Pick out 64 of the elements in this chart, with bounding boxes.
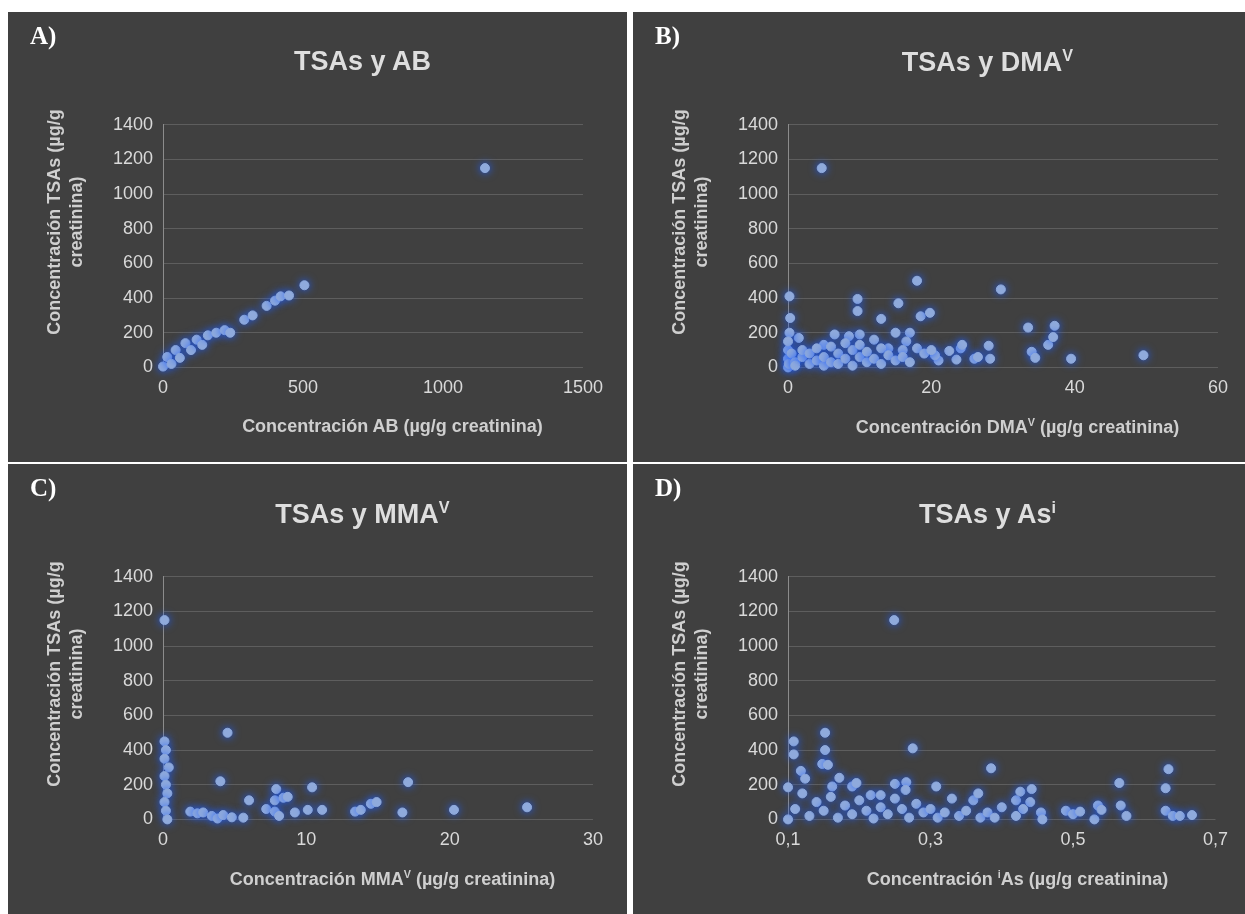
y-tick-label: 400 [748,287,779,308]
y-axis-title: Concentración TSAs (µg/g creatinina) [43,560,87,789]
y-tick-label: 1000 [738,635,779,656]
x-axis-title: Concentración $^{i}$As (µg/g creatinina) [865,868,1170,890]
y-tick-label: 600 [748,252,779,273]
y-tick-label: 200 [748,321,779,342]
x-tick-label: 0 [158,829,169,850]
y-tick-label: 1400 [113,113,154,134]
y-axis-title: Concentración TSAs (µg/g creatinina) [43,108,87,337]
x-tick-label: 1000 [422,377,464,398]
x-tick-label: 0 [783,377,794,398]
x-tick-label: 60 [1207,377,1228,398]
y-tick-label: 0 [143,808,154,829]
y-tick-label: 200 [123,321,154,342]
y-tick-label: 800 [748,217,779,238]
x-tick-label: 0,5 [1060,829,1086,850]
y-tick-label: 800 [748,669,779,690]
y-tick-label: 1200 [113,148,154,169]
x-tick-label: 1500 [562,377,603,398]
y-tick-label: 1400 [738,113,779,134]
y-tick-label: 1400 [113,565,154,586]
text: D) [655,474,682,502]
y-tick-label: 400 [123,287,154,308]
y-tick-label: 1000 [113,635,154,656]
y-tick-label: 0 [768,356,779,377]
x-tick-label: 0,1 [775,829,801,850]
x-tick-label: 30 [582,829,603,850]
x-tick-label: 0 [158,377,169,398]
y-tick-label: 400 [748,739,779,760]
x-tick-label: 20 [921,377,942,398]
chart-title: TSAs y MMA$^{V}$ [274,498,451,530]
y-tick-label: 1400 [738,565,779,586]
text: B) [655,22,680,50]
y-tick-label: 0 [768,808,779,829]
y-tick-label: 400 [123,739,154,760]
text: A) [30,22,57,50]
x-tick-label: 500 [288,377,319,398]
y-tick-label: 600 [748,704,779,725]
y-tick-label: 1200 [738,148,779,169]
x-axis-title: Concentración AB (µg/g creatinina) [241,416,544,437]
y-tick-label: 200 [748,773,779,794]
x-tick-label: 10 [296,829,317,850]
y-axis-title: Concentración TSAs (µg/g creatinina) [668,560,712,789]
text: C) [30,474,57,502]
y-tick-label: 0 [143,356,154,377]
y-tick-label: 1000 [738,183,779,204]
y-tick-label: 600 [123,252,154,273]
y-tick-label: 1200 [738,600,779,621]
x-tick-label: 20 [439,829,460,850]
y-tick-label: 600 [123,704,154,725]
x-tick-label: 0,3 [918,829,944,850]
y-tick-label: 200 [123,773,154,794]
y-axis-title: Concentración TSAs (µg/g creatinina) [668,108,712,337]
chart-title: TSAs y AB [293,46,432,77]
y-tick-label: 1200 [113,600,154,621]
chart-title: TSAs y As$^{i}$ [917,498,1058,530]
x-axis-title: Concentración MMA$^{V}$ (µg/g creatinina) [228,868,557,890]
chart-title: TSAs y DMA$^{V}$ [900,46,1075,78]
x-tick-label: 0,7 [1202,829,1228,850]
x-axis-title: Concentración DMA$^{V}$ (µg/g creatinina) [854,416,1181,438]
y-tick-label: 800 [123,217,154,238]
y-tick-label: 1000 [113,183,154,204]
x-tick-label: 40 [1064,377,1085,398]
y-tick-label: 800 [123,669,154,690]
